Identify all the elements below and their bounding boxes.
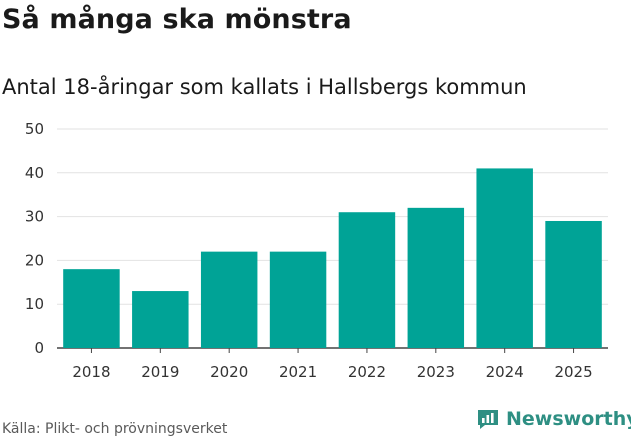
x-tick-label: 2025 <box>554 363 592 381</box>
y-tick-label: 0 <box>34 339 44 357</box>
y-tick-label: 10 <box>25 295 44 313</box>
y-axis-ticks: 0 10 20 30 40 50 <box>25 120 44 357</box>
chart-subtitle: Antal 18-åringar som kallats i Hallsberg… <box>2 75 527 99</box>
y-tick-label: 50 <box>25 120 44 138</box>
bar-2025 <box>545 220 602 348</box>
newsworthy-logo: Newsworthy <box>476 407 631 431</box>
x-tick-label: 2019 <box>141 363 179 381</box>
x-tick-label: 2024 <box>486 363 524 381</box>
x-axis-ticks: 2018 2019 2020 2021 2022 2023 2024 2025 <box>72 348 593 381</box>
bar-2021 <box>269 251 327 348</box>
bar-2019 <box>132 291 189 348</box>
x-tick-label: 2018 <box>72 363 110 381</box>
y-tick-label: 40 <box>25 164 44 182</box>
x-tick-label: 2021 <box>279 363 317 381</box>
y-tick-label: 20 <box>25 251 44 269</box>
bar-2023 <box>407 207 465 348</box>
bars <box>63 168 602 348</box>
x-tick-label: 2023 <box>417 363 455 381</box>
bar-2018 <box>63 269 120 348</box>
x-tick-label: 2020 <box>210 363 248 381</box>
bar-2020 <box>200 251 258 348</box>
bar-2024 <box>476 168 533 348</box>
brand-name: Newsworthy <box>506 408 631 430</box>
source-note: Källa: Plikt- och prövningsverket <box>2 421 228 437</box>
x-tick-label: 2022 <box>348 363 386 381</box>
bar-chart: 0 10 20 30 40 50 2018 2019 2020 2021 2022 2023 2024… <box>25 120 608 381</box>
chart-title: Så många ska mönstra <box>2 4 352 35</box>
bar-chart-icon <box>478 410 498 429</box>
bar-2022 <box>338 212 396 348</box>
y-tick-label: 30 <box>25 208 44 226</box>
